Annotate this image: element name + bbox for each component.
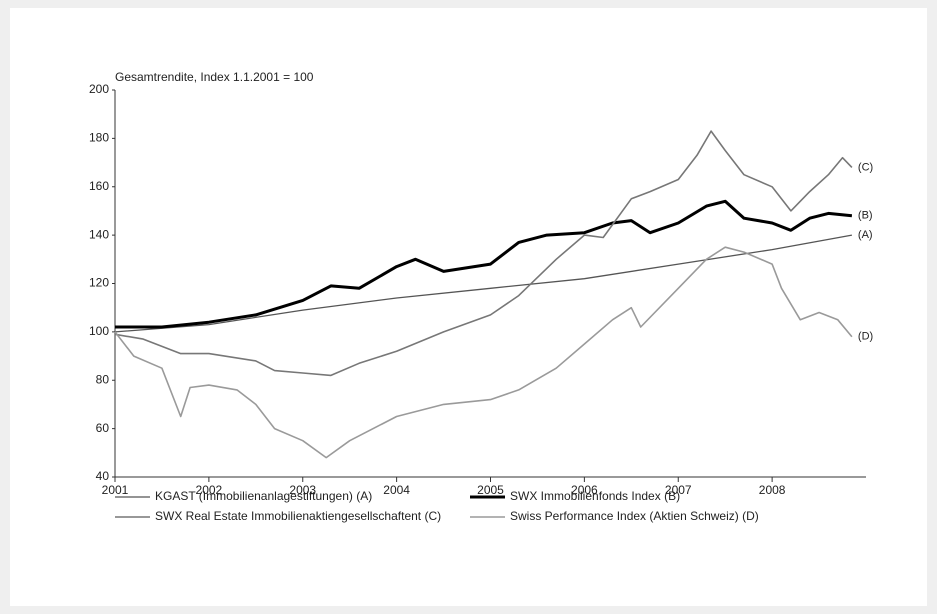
x-tick-label: 2002 <box>196 483 223 497</box>
y-tick-label: 120 <box>89 276 109 290</box>
y-tick-label: 140 <box>89 227 109 241</box>
y-tick-label: 80 <box>96 372 110 386</box>
end-label: (B) <box>858 210 873 222</box>
x-tick-label: 2005 <box>477 483 504 497</box>
legend-label: SWX Real Estate Immobilienaktiengesellsc… <box>155 509 441 523</box>
series-line <box>114 234 853 333</box>
end-label: (C) <box>858 161 873 173</box>
y-tick-label: 200 <box>89 82 109 96</box>
x-tick-label: 2001 <box>102 483 129 497</box>
end-label: (D) <box>858 331 873 343</box>
x-tick-label: 2003 <box>289 483 316 497</box>
legend-label: KGAST (Immobilienanlagestiftungen) (A) <box>155 489 372 503</box>
x-tick-label: 2006 <box>571 483 598 497</box>
series-line <box>115 199 853 329</box>
x-tick-label: 2007 <box>665 483 692 497</box>
panel <box>10 8 927 606</box>
x-tick-label: 2008 <box>759 483 786 497</box>
y-tick-label: 40 <box>96 469 110 483</box>
series-line <box>114 246 853 459</box>
y-tick-label: 60 <box>96 421 110 435</box>
end-label: (A) <box>858 229 873 241</box>
y-tick-label: 180 <box>89 131 109 145</box>
y-tick-label: 100 <box>89 324 109 338</box>
x-tick-label: 2004 <box>383 483 410 497</box>
chart-title: Gesamtrendite, Index 1.1.2001 = 100 <box>115 70 314 84</box>
legend-label: SWX Immobilienfonds Index (B) <box>510 489 680 503</box>
y-tick-label: 160 <box>89 179 109 193</box>
legend-label: Swiss Performance Index (Aktien Schweiz)… <box>510 509 759 523</box>
series-line <box>114 130 853 377</box>
